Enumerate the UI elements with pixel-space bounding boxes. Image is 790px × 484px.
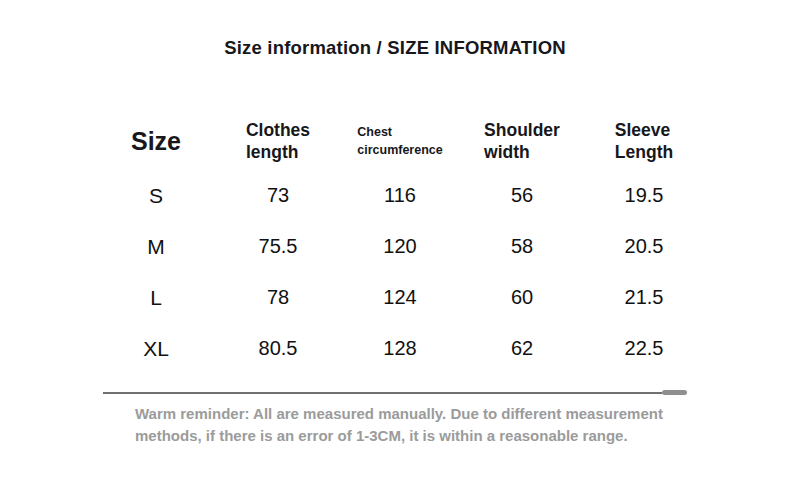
table-cell: 128 — [339, 323, 461, 374]
table-cell: 73 — [217, 170, 339, 221]
table-cell: 116 — [339, 170, 461, 221]
size-row-label: XL — [95, 323, 217, 374]
table-header-row: Size Clothes length Chest circumference … — [95, 112, 705, 170]
size-row-label: L — [95, 272, 217, 323]
header-sleeve-length: Sleeve Length — [583, 112, 705, 170]
table-cell: 20.5 — [583, 221, 705, 272]
warm-reminder-line-2: methods, if there is an error of 1-3CM, … — [135, 425, 695, 447]
table-cell: 120 — [339, 221, 461, 272]
table-cell: 22.5 — [583, 323, 705, 374]
table-cell: 58 — [461, 221, 583, 272]
table-row-s: S 73 116 56 19.5 — [95, 170, 705, 221]
header-size: Size — [95, 112, 217, 170]
scrollbar-thumb-pill — [662, 390, 687, 395]
size-row-label: M — [95, 221, 217, 272]
table-row-xl: XL 80.5 128 62 22.5 — [95, 323, 705, 374]
table-cell: 80.5 — [217, 323, 339, 374]
divider-line — [103, 392, 662, 394]
table-row-l: L 78 124 60 21.5 — [95, 272, 705, 323]
table-cell: 75.5 — [217, 221, 339, 272]
table-cell: 21.5 — [583, 272, 705, 323]
size-table: Size Clothes length Chest circumference … — [95, 112, 705, 374]
page-title: Size information / SIZE INFORMATION — [0, 37, 790, 59]
table-cell: 62 — [461, 323, 583, 374]
header-shoulder-width: Shoulder width — [461, 112, 583, 170]
size-row-label: S — [95, 170, 217, 221]
header-chest-circumference: Chest circumference — [339, 112, 461, 170]
table-cell: 78 — [217, 272, 339, 323]
header-clothes-length: Clothes length — [217, 112, 339, 170]
table-cell: 19.5 — [583, 170, 705, 221]
table-cell: 60 — [461, 272, 583, 323]
table-cell: 124 — [339, 272, 461, 323]
warm-reminder-note: Warm reminder: All are measured manually… — [135, 403, 695, 447]
warm-reminder-line-1: Warm reminder: All are measured manually… — [135, 403, 695, 425]
table-row-m: M 75.5 120 58 20.5 — [95, 221, 705, 272]
table-cell: 56 — [461, 170, 583, 221]
